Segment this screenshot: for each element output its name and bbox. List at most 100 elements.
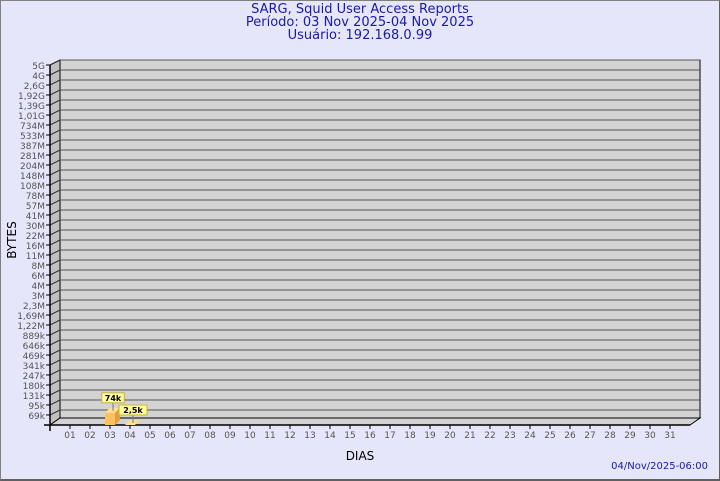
x-tick-label: 09 [224, 431, 236, 441]
y-tick-label: 41M [26, 212, 45, 222]
y-tick-label: 95k [28, 402, 45, 412]
x-tick-label: 25 [544, 431, 555, 441]
x-tick-label: 15 [344, 431, 355, 441]
gridline-side [49, 169, 61, 176]
data-label-box [101, 392, 125, 404]
x-tick-label: 12 [284, 431, 295, 441]
x-tick-label: 28 [604, 431, 616, 441]
y-tick-label: 734M [20, 122, 45, 132]
gridline-side [49, 319, 61, 326]
y-tick-label: 16M [26, 242, 45, 252]
y-tick-label: 8M [32, 262, 46, 272]
x-tick-label: 10 [244, 431, 256, 441]
gridline-side [49, 99, 61, 106]
y-tick-label: 57M [26, 202, 45, 212]
y-tick-label: 78M [26, 192, 45, 202]
gridline-side [49, 339, 61, 346]
y-tick-label: 4G [32, 72, 45, 82]
x-axis-title: DIAS [346, 449, 375, 463]
y-tick-label: 889k [23, 332, 46, 342]
y-tick-label: 1,39G [18, 102, 45, 112]
y-tick-label: 1,69M [17, 312, 45, 322]
gridline-side [49, 299, 61, 306]
y-tick-label: 1,22M [17, 322, 45, 332]
y-tick-label: 148M [20, 172, 45, 182]
y-tick-label: 2,3M [23, 302, 45, 312]
x-tick-label: 22 [484, 431, 495, 441]
y-tick-label: 4M [32, 282, 46, 292]
x-tick-label: 26 [564, 431, 576, 441]
x-tick-label: 11 [264, 431, 275, 441]
y-tick-label: 469k [23, 352, 46, 362]
y-tick-label: 247k [23, 372, 46, 382]
gridline-side [49, 199, 61, 206]
y-tick-label: 30M [26, 222, 45, 232]
y-tick-label: 22M [26, 232, 45, 242]
y-tick-label: 1,01G [18, 112, 45, 122]
y-tick-label: 5G [32, 62, 45, 72]
x-tick-label: 19 [424, 431, 436, 441]
y-tick-label: 387M [20, 142, 45, 152]
gridline-side [49, 69, 61, 76]
x-tick-label: 21 [464, 431, 475, 441]
gridline-side [49, 79, 61, 86]
y-tick-label: 2,6G [24, 82, 45, 92]
gridline-side [49, 329, 61, 336]
x-tick-label: 01 [64, 431, 75, 441]
gridline-side [49, 409, 61, 416]
y-tick-label: 646k [23, 342, 46, 352]
gridline-side [49, 309, 61, 316]
x-tick-label: 04 [124, 431, 136, 441]
x-tick-label: 03 [104, 431, 115, 441]
y-tick-label: 3M [32, 292, 46, 302]
gridline-side [49, 119, 61, 126]
data-label: 74k [105, 394, 122, 403]
y-tick-label: 108M [20, 182, 45, 192]
x-tick-label: 14 [324, 431, 336, 441]
x-tick-label: 17 [384, 431, 395, 441]
x-tick-label: 18 [404, 431, 416, 441]
gridline-side [49, 279, 61, 286]
x-tick-label: 31 [664, 431, 675, 441]
plot-floor [48, 417, 702, 426]
gridline-side [49, 59, 61, 66]
y-tick-label: 341k [23, 362, 46, 372]
x-tick-label: 08 [204, 431, 216, 441]
y-tick-label: 1,92G [18, 92, 45, 102]
gridline-side [49, 139, 61, 146]
x-tick-label: 02 [84, 431, 95, 441]
gridline-side [49, 259, 61, 266]
data-label-box [118, 404, 148, 416]
gridline-side [49, 379, 61, 386]
gridline-side [49, 89, 61, 96]
y-tick-label: 11M [26, 252, 45, 262]
x-tick-label: 20 [444, 431, 456, 441]
gridline-side [49, 389, 61, 396]
gridline-side [49, 369, 61, 376]
bar-front [105, 412, 115, 425]
chart-period: Período: 03 Nov 2025-04 Nov 2025 [245, 15, 475, 30]
x-tick-label: 27 [584, 431, 595, 441]
x-tick-label: 24 [524, 431, 536, 441]
y-tick-label: 180k [23, 382, 46, 392]
gridline-side [49, 289, 61, 296]
gridline-side [49, 179, 61, 186]
x-tick-label: 23 [504, 431, 515, 441]
x-tick-label: 29 [624, 431, 636, 441]
y-tick-label: 204M [20, 162, 45, 172]
chart-title: SARG, Squid User Access Reports [251, 2, 469, 17]
y-axis-title: BYTES [5, 221, 19, 258]
gridline-side [49, 399, 61, 406]
plot-back-wall [59, 59, 701, 419]
gridline-side [49, 359, 61, 366]
y-tick-label: 131k [23, 392, 46, 402]
x-tick-label: 07 [184, 431, 195, 441]
chart-user: Usuário: 192.168.0.99 [287, 28, 433, 43]
gridline-side [49, 209, 61, 216]
gridline-side [49, 109, 61, 116]
gridline-side [49, 129, 61, 136]
x-tick-label: 13 [304, 431, 315, 441]
gridline-side [49, 189, 61, 196]
y-tick-label: 6M [32, 272, 46, 282]
